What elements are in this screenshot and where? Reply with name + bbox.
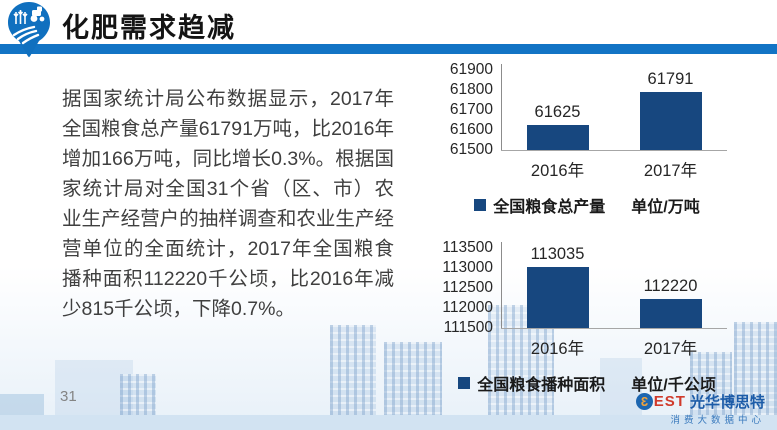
bar	[526, 266, 589, 328]
bar-value-label: 61791	[647, 69, 694, 88]
y-axis-line	[501, 64, 502, 150]
chart-legend-grain-output: 全国粮食总产量 单位/万吨	[437, 193, 737, 217]
company-logo: 3 EST 光华博思特 消费大数据中心	[635, 392, 765, 426]
x-category-label: 2017年	[643, 340, 698, 358]
bar	[639, 299, 702, 328]
legend-swatch	[458, 377, 471, 389]
x-category-label: 2016年	[530, 340, 585, 358]
chart-legend-sown-area: 全国粮食播种面积 单位/千公顷	[437, 371, 737, 395]
page-title: 化肥需求趋减	[62, 13, 236, 43]
skyline-building	[120, 374, 156, 430]
page-number: 31	[60, 388, 77, 405]
legend-label: 全国粮食总产量	[493, 199, 606, 216]
skyline-building	[0, 394, 44, 430]
bar-chart-grain-output: 61500 61600 61700 61800 61900 61625 2016年 61791…	[437, 60, 737, 210]
logo-subtitle: 消费大数据中心	[670, 415, 765, 426]
logo-b-icon: 3	[635, 392, 653, 410]
bar-value-label: 112220	[643, 277, 698, 296]
y-tick-label: 61700	[449, 101, 493, 118]
title-underline-bar	[0, 44, 777, 54]
y-tick-label: 111500	[443, 319, 493, 336]
logo-est-text: EST	[653, 392, 686, 410]
y-tick-label: 113500	[442, 239, 493, 256]
bar	[639, 91, 702, 150]
legend-unit: 单位/万吨	[631, 199, 700, 216]
x-axis-line	[501, 150, 727, 151]
x-category-label: 2016年	[530, 162, 585, 180]
logo-company-name: 光华博思特	[689, 393, 765, 411]
bar-value-label: 61625	[534, 103, 581, 121]
y-tick-label: 112000	[442, 299, 493, 316]
y-tick-label: 61500	[449, 141, 493, 158]
body-paragraph: 据国家统计局公布数据显示，2017年全国粮食总产量61791万吨，比2016年增…	[62, 88, 394, 320]
legend-unit: 单位/千公顷	[631, 377, 716, 394]
legend-swatch	[474, 199, 487, 211]
charts-column: 61500 61600 61700 61800 61900 61625 2016年 61791…	[437, 60, 749, 394]
skyline-building	[384, 342, 442, 430]
y-tick-label: 61600	[449, 121, 493, 138]
bar	[526, 125, 589, 150]
bar-value-label: 113035	[530, 244, 585, 263]
agriculture-pin-icon	[8, 2, 50, 58]
x-axis-line	[501, 328, 727, 329]
y-tick-label: 112500	[442, 279, 493, 296]
y-tick-label: 61800	[449, 81, 493, 98]
legend-label: 全国粮食播种面积	[477, 377, 606, 394]
x-category-label: 2017年	[643, 162, 698, 180]
skyline-building	[330, 325, 376, 430]
y-tick-label: 113000	[442, 259, 493, 276]
bar-chart-sown-area: 111500 112000 112500 113000 113500 113035 2016…	[437, 238, 737, 388]
header: 化肥需求趋减	[0, 0, 777, 60]
logo-row: 3 EST 光华博思特	[635, 392, 765, 411]
y-tick-label: 61900	[449, 61, 493, 78]
y-axis-line	[501, 242, 502, 328]
